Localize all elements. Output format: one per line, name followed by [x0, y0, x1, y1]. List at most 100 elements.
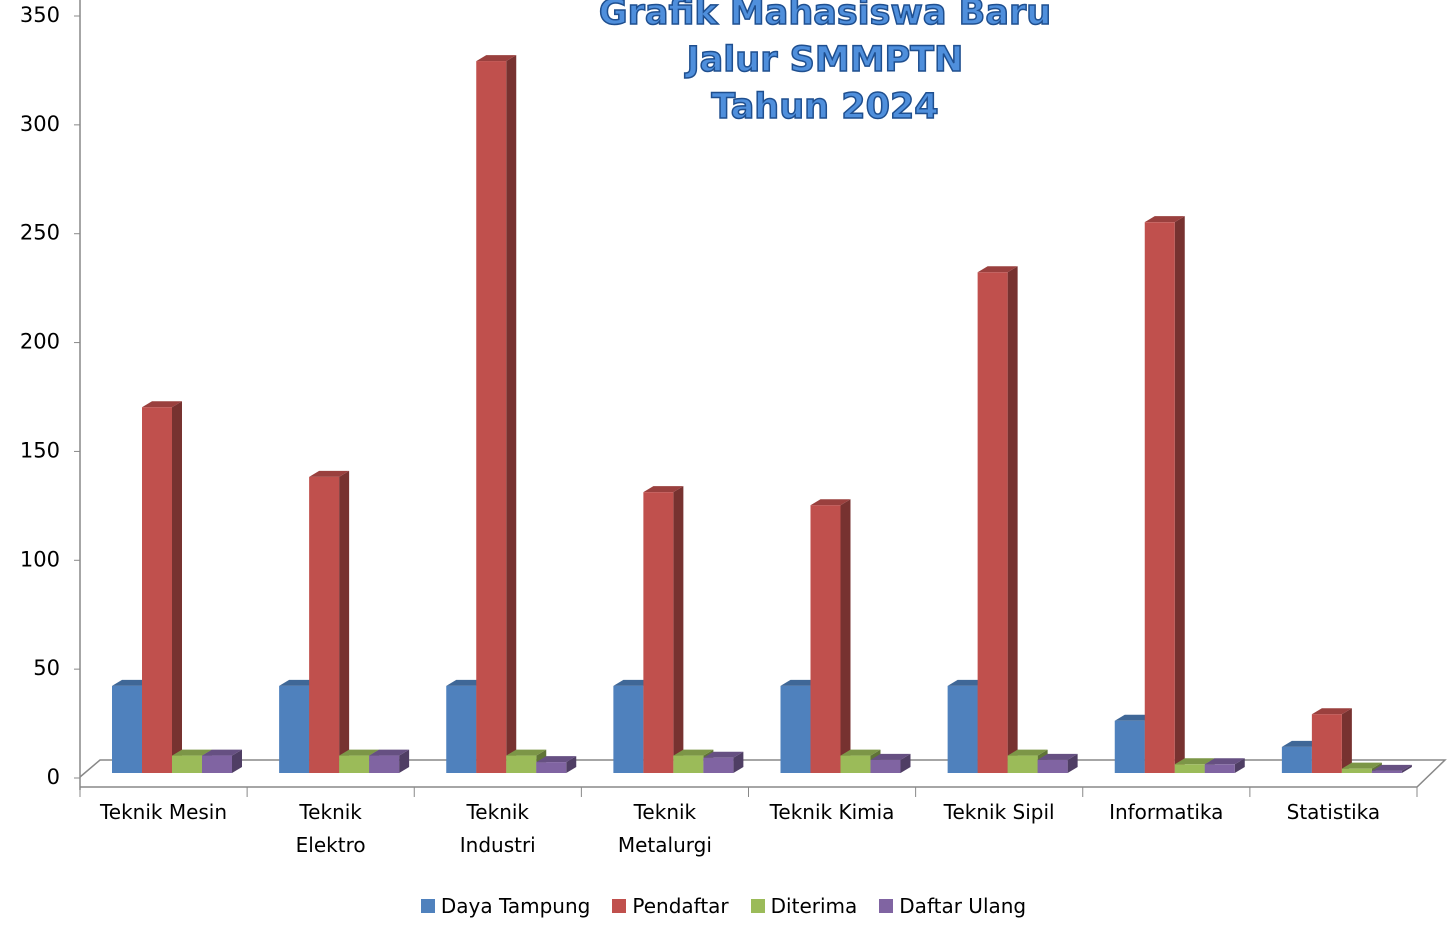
bar-side	[1234, 758, 1245, 773]
bar-front	[1311, 714, 1342, 773]
legend-swatch	[612, 899, 627, 913]
bar-front	[536, 762, 567, 773]
bar	[142, 401, 182, 773]
bar	[977, 266, 1018, 773]
bar-top	[1341, 762, 1382, 769]
bar-front	[309, 476, 340, 773]
bar-front	[947, 685, 978, 773]
bar-side	[566, 756, 577, 773]
y-tick-label: 200	[20, 330, 60, 354]
bar	[309, 470, 350, 773]
x-tick-label: Teknik Mesin	[99, 800, 228, 824]
bar-top	[202, 749, 242, 756]
bar-side	[1401, 764, 1412, 773]
bar-front	[1037, 759, 1068, 773]
bar	[810, 499, 851, 773]
bar-top	[506, 749, 547, 756]
bar-side	[399, 749, 410, 773]
bar-side	[840, 499, 851, 773]
legend-swatch	[420, 899, 435, 913]
legend-swatch	[879, 899, 894, 913]
bar-top	[1174, 758, 1215, 765]
bar-front	[112, 685, 142, 773]
bar-top	[977, 266, 1018, 273]
bar	[1144, 216, 1185, 773]
legend-item: Diterima	[750, 894, 858, 918]
bar-front	[172, 755, 202, 773]
bar-side	[232, 749, 242, 773]
bar-top	[536, 756, 577, 763]
bar-side	[1341, 708, 1352, 773]
bar-front	[703, 757, 734, 773]
x-tick-label: Teknik Sipil	[943, 800, 1055, 824]
bar-front	[1281, 746, 1312, 773]
chart-title: Grafik Mahasiswa Baru Jalur SMMPTN Tahun…	[598, 0, 1052, 128]
bar	[870, 753, 911, 773]
legend-swatch	[750, 899, 765, 913]
bar	[1037, 753, 1078, 773]
x-tick-label: Teknik Metalurgi	[617, 800, 712, 857]
bar-front	[1007, 755, 1038, 773]
bar-front	[1371, 770, 1402, 773]
bar-top	[673, 749, 714, 756]
bar	[369, 749, 410, 773]
bar-top	[1007, 749, 1048, 756]
bar-top	[369, 749, 410, 756]
bar-front	[202, 755, 232, 773]
bar-side	[673, 486, 684, 773]
bar-top	[172, 749, 212, 756]
bar	[1311, 708, 1352, 773]
bar-top	[810, 499, 851, 506]
y-tick-label: 0	[47, 765, 60, 789]
bar-side	[339, 470, 350, 773]
bar-top	[870, 753, 911, 760]
bar-front	[1204, 764, 1235, 773]
bar-front	[279, 685, 310, 773]
bar-top	[339, 749, 380, 756]
bar-top	[643, 486, 684, 493]
bar-front	[339, 755, 370, 773]
legend-item: Daftar Ulang	[879, 894, 1026, 918]
bar-front	[613, 685, 644, 773]
x-tick-label: Teknik Kimia	[769, 800, 895, 824]
legend: Daya Tampung Pendaftar Diterima Daftar Ulan…	[0, 894, 1447, 918]
floor	[79, 759, 1447, 788]
bar-side	[1007, 266, 1018, 773]
bar	[202, 749, 242, 773]
x-tick-label: Teknik Elektro	[295, 800, 366, 857]
bar-front	[1114, 720, 1145, 773]
y-tick-label: 50	[33, 656, 60, 680]
bar	[643, 486, 684, 773]
y-tick-label: 300	[20, 112, 60, 136]
bar-top	[703, 751, 744, 758]
bar-side	[1067, 753, 1078, 773]
bar-top	[1037, 753, 1078, 760]
legend-label: Pendaftar	[632, 894, 729, 918]
bar-side	[733, 751, 744, 773]
bar-front	[506, 755, 537, 773]
bar-side	[506, 55, 517, 774]
bar-front	[977, 272, 1008, 773]
bar-front	[1341, 768, 1372, 773]
bar-side	[172, 401, 182, 773]
bar-top	[1144, 216, 1185, 223]
bar-front	[643, 492, 674, 773]
x-tick-label: Teknik Industri	[459, 800, 536, 857]
bar-top	[840, 749, 881, 756]
bar-front	[369, 755, 400, 773]
bar-front	[1144, 222, 1175, 773]
bar-front	[780, 685, 811, 773]
bar-top	[476, 55, 517, 62]
x-tick-label: Informatika	[1109, 800, 1224, 824]
y-tick-label: 150	[20, 438, 60, 462]
y-tick-label: 250	[20, 221, 60, 245]
bar	[1371, 764, 1412, 773]
bar-top	[1371, 764, 1412, 771]
bar-top	[1204, 758, 1245, 765]
legend-label: Diterima	[770, 894, 858, 918]
legend-item: Pendaftar	[612, 894, 729, 918]
bar-side	[900, 753, 911, 773]
bar-front	[1174, 764, 1205, 773]
bar-front	[870, 759, 901, 773]
